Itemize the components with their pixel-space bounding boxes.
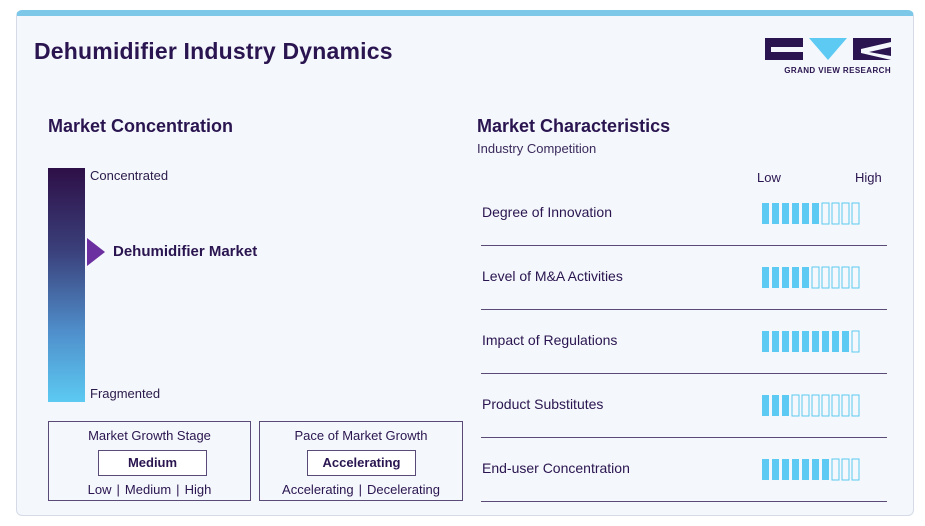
bar-segment-filled — [792, 331, 799, 352]
concentrated-label: Concentrated — [90, 168, 169, 183]
concentration-gradient-bar — [48, 168, 85, 402]
characteristic-label: Impact of Regulations — [482, 332, 618, 348]
bar-segment-filled — [762, 267, 769, 288]
bar-segment-filled — [772, 203, 779, 224]
characteristic-row: End-user Concentration — [481, 438, 887, 502]
bar-segment-filled — [792, 267, 799, 288]
bar-segment-filled — [772, 331, 779, 352]
bar-segment-empty — [841, 394, 850, 417]
bar-segment-empty — [801, 394, 810, 417]
bar-segment-filled — [782, 331, 789, 352]
growth-pace-box: Pace of Market Growth Accelerating Accel… — [259, 421, 463, 501]
bar-segment-empty — [831, 266, 840, 289]
bar-segment-empty — [851, 394, 860, 417]
logo-icon — [765, 38, 891, 60]
characteristic-label: Level of M&A Activities — [482, 268, 623, 284]
bar-segment-filled — [792, 203, 799, 224]
bar-segment-filled — [802, 203, 809, 224]
grand-view-research-logo: GRAND VIEW RESEARCH — [765, 38, 891, 78]
bar-segment-filled — [842, 331, 849, 352]
characteristic-bars — [761, 458, 860, 481]
growth-stage-value: Medium — [98, 450, 207, 476]
scale-low-label: Low — [757, 170, 781, 185]
bar-segment-filled — [762, 203, 769, 224]
bar-segment-empty — [831, 458, 840, 481]
bar-segment-filled — [772, 267, 779, 288]
growth-stage-option: Medium — [124, 482, 172, 497]
bar-segment-empty — [831, 394, 840, 417]
bar-segment-empty — [821, 202, 830, 225]
characteristic-row: Level of M&A Activities — [481, 246, 887, 310]
characteristic-bars — [761, 330, 860, 353]
bar-segment-filled — [782, 267, 789, 288]
bar-segment-empty — [841, 202, 850, 225]
fragmented-label: Fragmented — [90, 386, 161, 401]
bar-segment-filled — [772, 459, 779, 480]
bar-segment-empty — [851, 266, 860, 289]
bar-segment-empty — [841, 266, 850, 289]
bar-segment-empty — [831, 202, 840, 225]
bar-segment-empty — [811, 266, 820, 289]
bar-segment-filled — [782, 459, 789, 480]
bar-segment-filled — [792, 459, 799, 480]
industry-dynamics-card: Dehumidifier Industry Dynamics GRAND VIE… — [16, 10, 914, 516]
concentration-heading: Market Concentration — [48, 116, 234, 136]
characteristic-bars — [761, 394, 860, 417]
bar-segment-empty — [821, 266, 830, 289]
market-pointer-label: Dehumidifier Market — [113, 243, 258, 261]
logo-text: GRAND VIEW RESEARCH — [784, 66, 891, 75]
growth-pace-option: Decelerating — [366, 482, 440, 497]
bar-segment-filled — [762, 395, 769, 416]
bar-segment-filled — [762, 331, 769, 352]
characteristic-row: Degree of Innovation — [481, 182, 887, 246]
growth-pace-options: Accelerating | Decelerating — [282, 482, 440, 497]
bar-segment-filled — [802, 331, 809, 352]
growth-pace-title: Pace of Market Growth — [294, 428, 428, 443]
bar-segment-empty — [821, 394, 830, 417]
growth-stage-options: Low | Medium | High — [87, 482, 212, 497]
growth-stage-title: Market Growth Stage — [88, 428, 211, 443]
characteristic-row: Impact of Regulations — [481, 310, 887, 374]
characteristic-row: Product Substitutes — [481, 374, 887, 438]
bar-segment-empty — [791, 394, 800, 417]
bar-segment-filled — [822, 459, 829, 480]
bar-segment-filled — [812, 203, 819, 224]
characteristic-label: Degree of Innovation — [482, 204, 612, 220]
characteristic-bars — [761, 202, 860, 225]
characteristics-heading: Market Characteristics — [477, 116, 671, 136]
scale-high-label: High — [855, 170, 882, 185]
bar-segment-empty — [851, 330, 860, 353]
bar-segment-filled — [832, 331, 839, 352]
bar-segment-filled — [812, 459, 819, 480]
bar-segment-filled — [812, 331, 819, 352]
growth-pace-option: Accelerating — [282, 482, 354, 497]
bar-segment-filled — [802, 459, 809, 480]
bar-segment-filled — [772, 395, 779, 416]
bar-segment-filled — [782, 395, 789, 416]
bar-segment-filled — [802, 267, 809, 288]
characteristic-bars — [761, 266, 860, 289]
bar-segment-empty — [811, 394, 820, 417]
bar-segment-filled — [822, 331, 829, 352]
bar-segment-empty — [851, 458, 860, 481]
growth-pace-value: Accelerating — [307, 450, 416, 476]
growth-stage-box: Market Growth Stage Medium Low | Medium | Hi… — [48, 421, 251, 501]
characteristics-subheading: Industry Competition — [477, 141, 597, 156]
growth-stage-option: High — [184, 482, 212, 497]
growth-stage-option: Low — [87, 482, 112, 497]
characteristic-label: Product Substitutes — [482, 396, 604, 412]
bar-segment-filled — [762, 459, 769, 480]
page-title: Dehumidifier Industry Dynamics — [34, 38, 393, 64]
bar-segment-empty — [851, 202, 860, 225]
bar-segment-filled — [782, 203, 789, 224]
bar-segment-empty — [841, 458, 850, 481]
characteristic-label: End-user Concentration — [482, 460, 630, 476]
market-pointer-icon — [87, 238, 105, 267]
